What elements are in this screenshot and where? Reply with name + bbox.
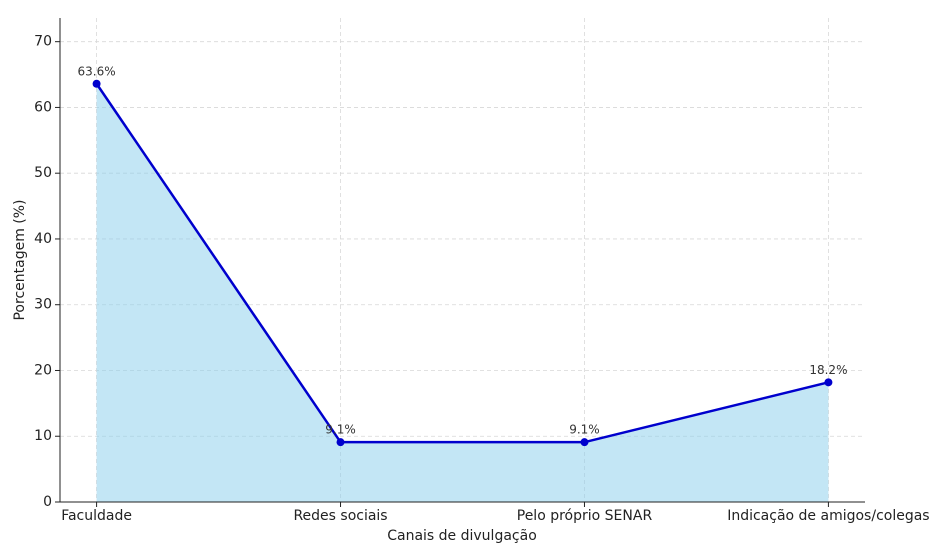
y-tick-label: 0 [43, 494, 52, 510]
y-tick-label: 30 [34, 297, 52, 313]
y-axis-label: Porcentagem (%) [12, 199, 28, 320]
x-axis-label: Canais de divulgação [387, 528, 537, 544]
x-tick-label: Redes sociais [293, 508, 387, 524]
y-tick-label: 60 [34, 99, 52, 115]
y-tick-label: 10 [34, 428, 52, 444]
y-tick-label: 40 [34, 231, 52, 247]
value-label: 9.1% [569, 423, 600, 437]
y-tick-label: 50 [34, 165, 52, 181]
point [580, 438, 589, 447]
y-tick-label: 70 [34, 34, 52, 50]
value-label: 63.6% [78, 64, 116, 78]
point [824, 378, 833, 387]
value-label: 9.1% [325, 423, 356, 437]
line [95, 83, 829, 444]
point [336, 438, 345, 447]
area [96, 83, 829, 503]
point [92, 79, 101, 88]
x-tick-label: Indicação de amigos/colegas [727, 508, 929, 524]
y-tick-label: 20 [34, 362, 52, 378]
x-tick-label: Faculdade [61, 508, 132, 524]
x-tick-label: Pelo próprio SENAR [517, 508, 653, 524]
value-label: 18.2% [809, 363, 847, 377]
